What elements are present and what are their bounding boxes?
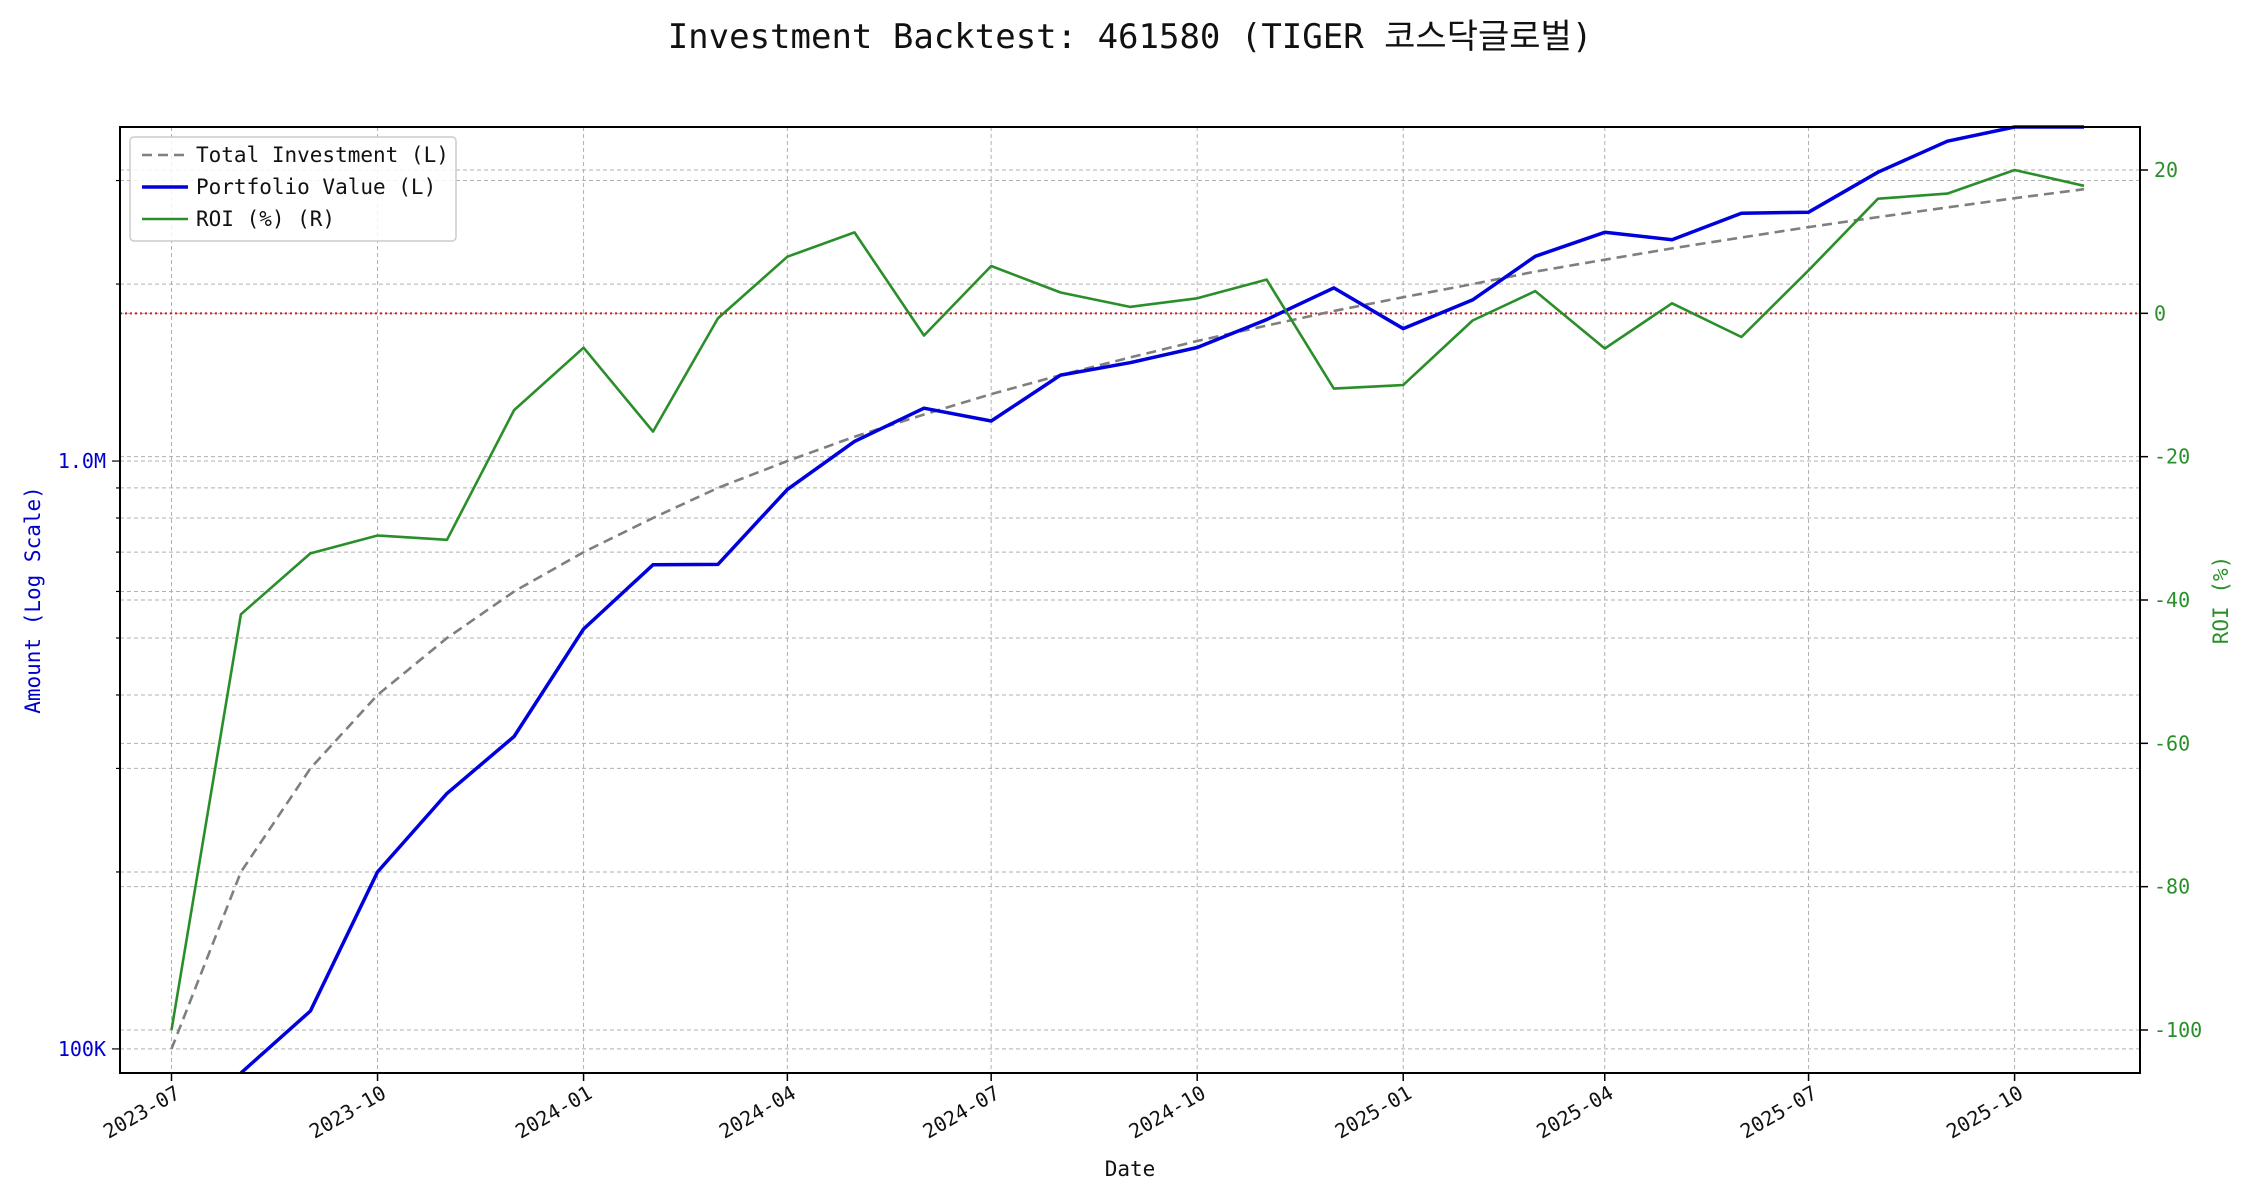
series-line-total-investment-l <box>170 187 2085 1050</box>
grid <box>120 127 2140 1073</box>
x-axis-label: Date <box>1105 1157 1156 1181</box>
legend: Total Investment (L) Portfolio Value (L) R… <box>129 136 457 242</box>
y-right-tick-label: -80 <box>2154 875 2190 899</box>
y-right-tick-label: 0 <box>2154 301 2166 325</box>
y-right-tick-label: -40 <box>2154 588 2190 612</box>
y-left-tick-label: 1.0M <box>58 449 106 473</box>
y-right-tick-label: -100 <box>2154 1018 2202 1042</box>
legend-label: Portfolio Value (L) <box>196 175 436 199</box>
y-right-tick-label: 20 <box>2154 158 2178 182</box>
legend-label: Total Investment (L) <box>196 143 449 167</box>
legend-label: ROI (%) (R) <box>196 207 335 231</box>
series-layer <box>170 125 2085 1075</box>
y-axis-right-label: ROI (%) <box>2209 556 2233 645</box>
chart-title: Investment Backtest: 461580 (TIGER 코스닥글로… <box>668 17 1593 57</box>
series-line-portfolio-value-l <box>239 125 2084 1075</box>
y-left-tick-label: 100K <box>58 1037 106 1061</box>
legend-box <box>129 136 457 242</box>
y-axis-left-label: Amount (Log Scale) <box>21 486 45 714</box>
series-line-roi-r <box>170 168 2085 1031</box>
y-right-tick-label: -20 <box>2154 445 2190 469</box>
y-right-tick-label: -60 <box>2154 731 2190 755</box>
